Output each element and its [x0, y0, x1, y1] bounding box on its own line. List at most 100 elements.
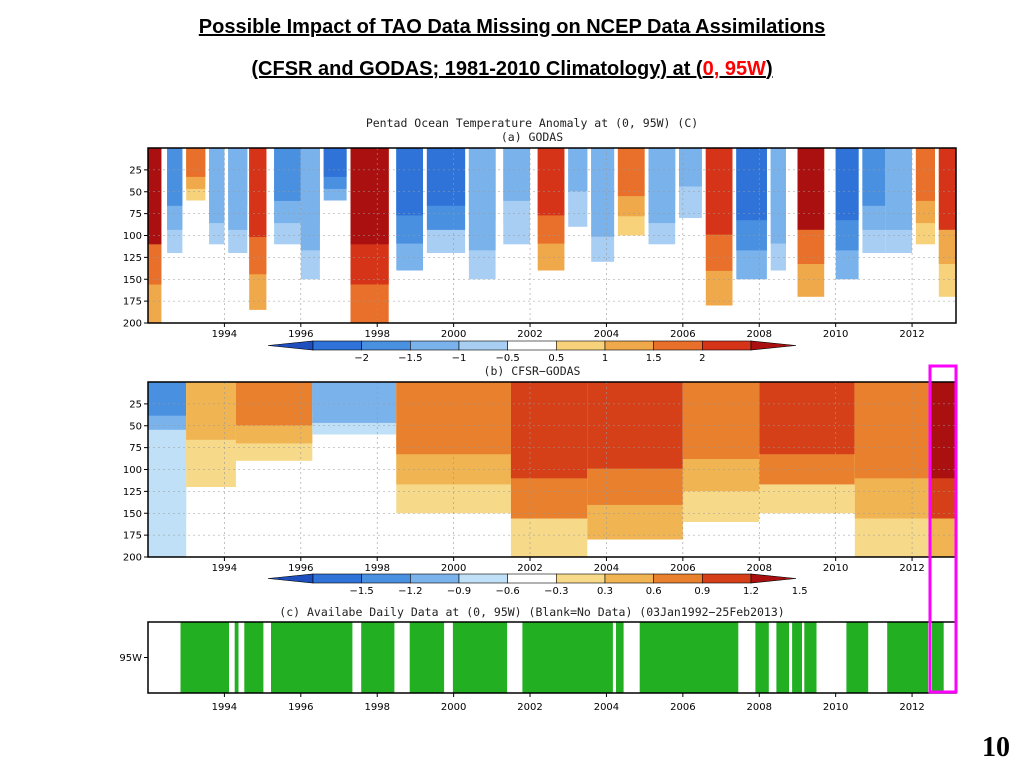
panel-a-anomaly-patch: [426, 148, 466, 206]
colorbar-a-label: −1.5: [398, 353, 422, 364]
colorbar-b-label: −1.2: [398, 586, 422, 597]
panel-c-data-bar: [887, 622, 929, 693]
panel-a-anomaly-patch: [938, 148, 956, 230]
panel-c-x-tick-label: 2010: [823, 702, 848, 713]
panel-b-y-tick-label: 200: [123, 553, 142, 564]
colorbar-b-label: −0.6: [496, 586, 520, 597]
panel-b-x-tick-label: 1998: [364, 563, 389, 574]
colorbar-a-label: −1: [452, 353, 467, 364]
panel-c-x-tick-label: 2000: [441, 702, 466, 713]
colorbar-a-swatch: [701, 340, 752, 351]
panel-a-y-tick-label: 150: [123, 275, 142, 286]
panel-a-y-tick-label: 25: [129, 165, 142, 176]
slide-subtitle: (CFSR and GODAS; 1981-2010 Climatology) …: [0, 58, 1024, 81]
colorbar-b-label: 0.3: [597, 586, 613, 597]
panel-c-data-bar: [616, 622, 624, 693]
panel-b-anomaly-patch: [682, 382, 760, 459]
panel-a-anomaly-patch: [915, 148, 935, 201]
panel-b-anomaly-patch: [759, 382, 855, 455]
panel-c-data-bar: [234, 622, 239, 693]
panel-a-title: (a) GODAS: [501, 130, 563, 144]
colorbar-b-swatch: [555, 573, 606, 584]
panel-a-anomaly-patch: [591, 148, 615, 211]
panel-b-anomaly-patch: [186, 382, 236, 440]
panel-a-anomaly-patch: [736, 148, 767, 221]
panel-c-x-tick-label: 2002: [517, 702, 542, 713]
panel-c-data-bar: [361, 622, 395, 693]
colorbar-a-swatch: [361, 340, 411, 351]
colorbar-a-label: −2: [354, 353, 369, 364]
panel-a-y-tick-label: 100: [123, 231, 142, 242]
panel-b-x-tick-label: 2000: [441, 563, 466, 574]
panel-c-data-bar: [271, 622, 353, 693]
panel-b-x-tick-label: 2002: [517, 563, 542, 574]
panel-a-anomaly-patch: [323, 148, 347, 177]
panel-data-availability: (c) Availabe Daily Data at (0, 95W) (Bla…: [119, 605, 957, 713]
panel-b-title: (b) CFSR−GODAS: [484, 364, 581, 378]
panel-a-y-tick-label: 125: [123, 253, 142, 264]
panel-c-x-tick-label: 1994: [212, 702, 237, 713]
panel-c-x-tick-label: 2008: [747, 702, 772, 713]
panel-a-x-tick-label: 2004: [594, 329, 619, 340]
panel-a-x-tick-label: 1996: [288, 329, 313, 340]
panel-c-data-bar: [639, 622, 739, 693]
panel-a-anomaly-patch: [568, 148, 588, 192]
colorbar-b-label: 0.9: [694, 586, 710, 597]
colorbar-b-label: 1.5: [792, 586, 808, 597]
panel-cfsr-godas: (b) CFSR−GODAS 1994 1996 1998 2000 2002 2004 20…: [123, 364, 957, 574]
panel-a-anomaly-patch: [468, 148, 496, 221]
panel-a-anomaly-patch: [617, 148, 645, 197]
panel-c-data-bar: [755, 622, 769, 693]
panel-a-anomaly-patch: [770, 148, 786, 216]
subtitle-prefix: (CFSR and GODAS; 1981-2010 Climatology) …: [251, 58, 703, 80]
colorbar-a-swatch: [750, 340, 797, 351]
panel-b-anomaly-patch: [854, 382, 932, 479]
panel-c-data-bar: [409, 622, 445, 693]
panel-a-x-tick-label: 1994: [212, 329, 237, 340]
panel-c-x-tick-label: 1996: [288, 702, 313, 713]
panel-c-x-tick-label: 2012: [899, 702, 924, 713]
panel-b-y-tick-label: 175: [123, 531, 142, 542]
panel-a-x-tick-label: 2000: [441, 329, 466, 340]
colorbar-b-swatch: [361, 573, 411, 584]
panel-b-anomaly-patch: [510, 382, 588, 479]
panel-a-anomaly-patch: [862, 148, 886, 206]
colorbar-b-swatch: [458, 573, 509, 584]
panel-a-x-tick-label: 2008: [747, 329, 772, 340]
highlight-box: [928, 364, 958, 694]
panel-c-data-bar: [846, 622, 869, 693]
panel-a-frame: [147, 147, 957, 324]
colorbar-b-swatch: [267, 573, 314, 584]
colorbar-a-swatch: [312, 340, 363, 351]
panel-c-data-bar: [180, 622, 229, 693]
panel-a-anomaly-patch: [148, 148, 162, 245]
panel-a-anomaly-patch: [186, 148, 206, 177]
panel-a-anomaly-patch: [537, 148, 565, 216]
panel-b-y-tick-label: 125: [123, 487, 142, 498]
panel-b-y-tick-label: 50: [129, 421, 142, 432]
colorbar-b-swatch: [312, 573, 363, 584]
colorbar-b-swatch: [653, 573, 703, 584]
panel-a-y-tick-label: 50: [129, 187, 142, 198]
panel-b-anomaly-patch: [587, 382, 683, 469]
panel-a-anomaly-patch: [396, 148, 423, 216]
panel-b-y-tick-label: 75: [129, 443, 142, 454]
colorbar-a-swatch: [653, 340, 703, 351]
panel-c-y-label: 95W: [119, 653, 142, 664]
panel-b-anomaly-patch: [312, 382, 397, 411]
colorbar-a-label: 1.5: [646, 353, 662, 364]
panel-a-x-tick-label: 2006: [670, 329, 695, 340]
panel-a-anomaly-patch: [648, 148, 676, 201]
panel-a-anomaly-patch: [885, 148, 912, 206]
panel-b-x-tick-label: 2004: [594, 563, 619, 574]
panel-b-x-tick-label: 1996: [288, 563, 313, 574]
panel-a-x-tick-label: 2010: [823, 329, 848, 340]
colorbar-a-label: 1: [602, 353, 608, 364]
colorbar-b-label: −0.3: [544, 586, 568, 597]
colorbar-b-label: −1.5: [350, 586, 374, 597]
slide-title: Possible Impact of TAO Data Missing on N…: [198, 16, 826, 38]
panel-a-y-tick-label: 200: [123, 319, 142, 330]
panel-a-anomaly-patch: [228, 148, 248, 206]
panel-godas: (a) GODAS 1994 1996 1998 2000 2002 2004 2006 200…: [123, 130, 957, 340]
colorbar-a-swatch: [267, 340, 314, 351]
